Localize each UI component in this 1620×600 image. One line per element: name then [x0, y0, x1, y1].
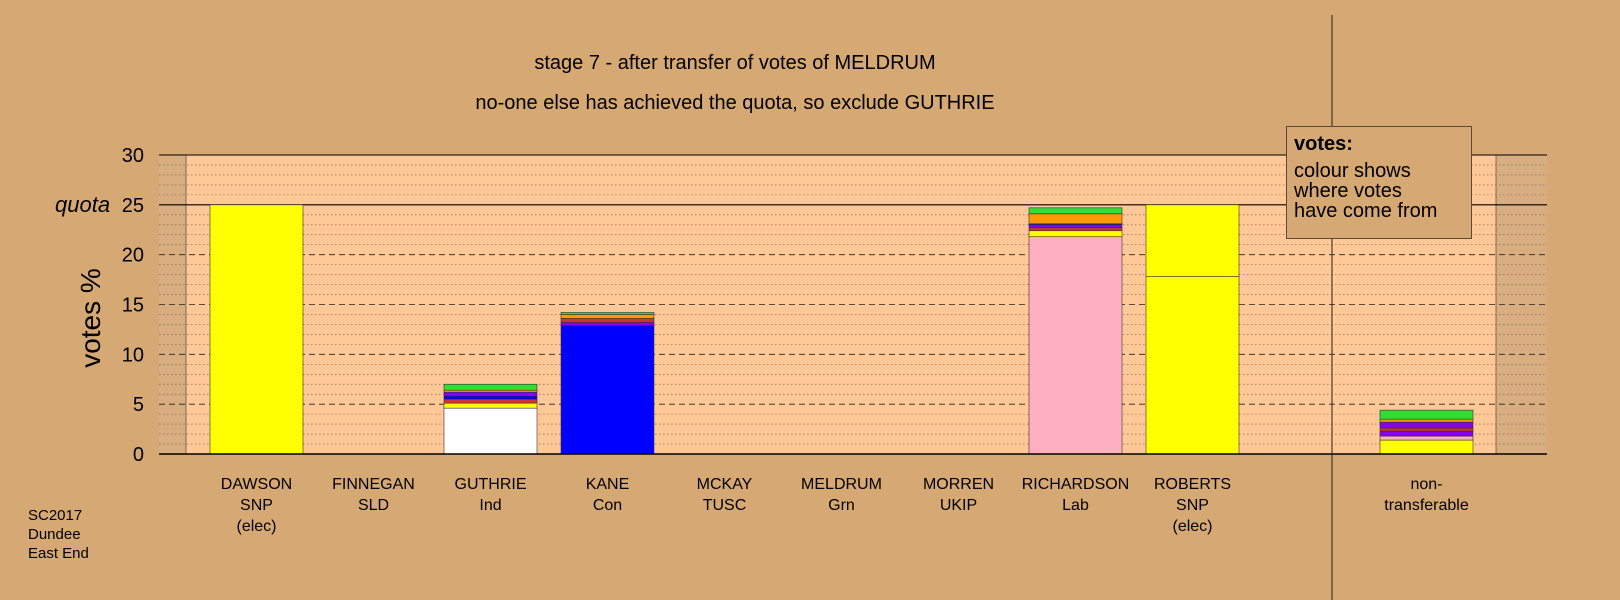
footer-line: East End: [28, 545, 89, 562]
candidate-label: KANE Con: [543, 474, 673, 516]
y-tick-label: 30: [122, 145, 144, 167]
bar-segment: [1379, 435, 1474, 441]
bar-segment: [443, 391, 538, 397]
bar-segment: [443, 398, 538, 404]
candidate-party: TUSC: [702, 497, 747, 514]
bar-segment: [1028, 207, 1123, 215]
chart-subtitle: no-one else has achieved the quota, so e…: [475, 92, 995, 114]
y-tick-label: 0: [133, 444, 144, 466]
candidate-name: MORREN: [922, 476, 995, 493]
bar-segment: [1379, 409, 1474, 420]
bar-segment: [1028, 213, 1123, 225]
legend-line: where votes: [1294, 180, 1402, 202]
candidate-label: GUTHRIE Ind: [426, 474, 556, 516]
bar-segment: [443, 383, 538, 391]
candidate-party: Lab: [1062, 497, 1089, 514]
candidate-label: MCKAY TUSC: [660, 474, 790, 516]
candidate-party: UKIP: [939, 497, 978, 514]
bar-segment: [560, 312, 655, 315]
legend-line: have come from: [1294, 200, 1438, 222]
bar-segment: [1379, 421, 1474, 429]
candidate-label: ROBERTS SNP (elec): [1128, 474, 1258, 537]
quota-label: quota: [55, 192, 110, 217]
bar-segment: [443, 395, 538, 400]
bar-segment: [443, 402, 538, 409]
y-tick-label: 10: [122, 344, 144, 366]
y-axis-label: votes %: [75, 268, 106, 368]
candidate-note: (elec): [1172, 518, 1213, 535]
candidate-name: KANE: [585, 476, 630, 493]
chart-title: stage 7 - after transfer of votes of MEL…: [534, 52, 936, 74]
legend-line: colour shows: [1294, 160, 1411, 182]
bar-segment: [1379, 430, 1474, 437]
bar-segment: [560, 314, 655, 319]
candidate-party: SLD: [357, 497, 390, 514]
bar-segment: [560, 322, 655, 326]
bar-segment: [1028, 224, 1123, 229]
candidate-party: SNP: [1176, 497, 1209, 514]
candidate-label: FINNEGAN SLD: [309, 474, 439, 516]
candidate-note: (elec): [236, 518, 277, 535]
candidate-label: MORREN UKIP: [894, 474, 1024, 516]
bar-segment: [1379, 418, 1474, 423]
candidate-name: non-: [1410, 476, 1443, 493]
y-tick-label: 20: [122, 245, 144, 267]
bar-segment: [560, 325, 655, 455]
bar-segment: [560, 318, 655, 323]
bar-segment: [1145, 204, 1240, 277]
bar-segment: [1028, 227, 1123, 232]
bar-segment: [1379, 427, 1474, 432]
bar-segment: [1145, 276, 1240, 455]
candidate-party: Con: [592, 497, 623, 514]
candidate-party: Ind: [479, 497, 502, 514]
footer-line: Dundee: [28, 526, 81, 543]
candidate-label: DAWSON SNP (elec): [192, 474, 322, 537]
candidate-label: MELDRUM Grn: [777, 474, 907, 516]
candidate-name: ROBERTS: [1153, 476, 1232, 493]
candidate-party: Grn: [828, 497, 855, 514]
bar-segment: [209, 204, 304, 455]
legend-box: votes: colour shows where votes have com…: [1286, 126, 1472, 239]
candidate-label: non-transferable: [1362, 474, 1492, 516]
bar-segment: [1028, 236, 1123, 455]
y-tick-label: 25: [122, 195, 144, 217]
candidate-name: MELDRUM: [801, 476, 882, 493]
candidate-name: GUTHRIE: [454, 476, 527, 493]
candidate-party: SNP: [240, 497, 273, 514]
candidate-label: RICHARDSON Lab: [1011, 474, 1141, 516]
bar-segment: [443, 407, 538, 455]
bar-segment: [1028, 230, 1123, 238]
y-tick-label: 15: [122, 295, 144, 317]
bar-segment: [1379, 439, 1474, 455]
candidate-party: transferable: [1384, 497, 1469, 514]
candidate-name: FINNEGAN: [332, 476, 415, 493]
y-tick-label: 5: [133, 394, 144, 416]
footer-line: SC2017: [28, 507, 83, 524]
legend-heading: votes:: [1294, 133, 1353, 155]
candidate-name: MCKAY: [696, 476, 753, 493]
candidate-name: DAWSON: [220, 476, 293, 493]
candidate-name: RICHARDSON: [1021, 476, 1130, 493]
